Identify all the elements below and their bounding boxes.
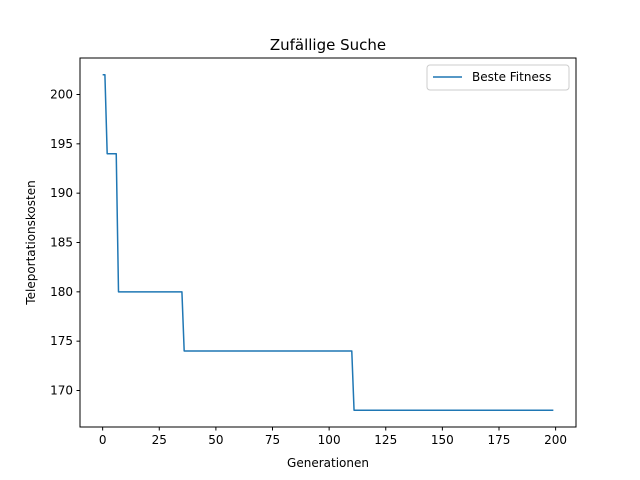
series-layer [102, 74, 554, 411]
y-tick-label: 200 [50, 88, 73, 102]
y-tick-label: 170 [50, 383, 73, 397]
series-line-0 [102, 74, 554, 411]
y-axis-label: Teleportationskosten [24, 180, 38, 305]
x-tick-label: 100 [318, 433, 341, 447]
x-tick-label: 50 [208, 433, 223, 447]
legend: Beste Fitness [426, 64, 570, 91]
x-axis-label: Generationen [287, 456, 369, 470]
y-tick-label: 175 [50, 334, 73, 348]
legend-label: Beste Fitness [472, 70, 551, 84]
x-tick-label: 125 [374, 433, 397, 447]
x-tick-label: 0 [99, 433, 107, 447]
y-tick-label: 195 [50, 137, 73, 151]
x-tick-label: 175 [488, 433, 511, 447]
x-tick-label: 25 [152, 433, 167, 447]
x-tick-label: 150 [431, 433, 454, 447]
x-axis-ticks: 0 25 50 75 100 125 150 175 200 [99, 427, 567, 447]
y-tick-label: 185 [50, 236, 73, 250]
y-tick-label: 190 [50, 186, 73, 200]
axes-frame [79, 57, 577, 428]
y-tick-label: 180 [50, 285, 73, 299]
chart-title: Zufällige Suche [270, 36, 386, 54]
x-tick-label: 75 [265, 433, 280, 447]
legend-frame [426, 64, 570, 91]
y-axis-ticks: 170 175 180 185 190 195 200 [50, 88, 80, 397]
x-tick-label: 200 [544, 433, 567, 447]
